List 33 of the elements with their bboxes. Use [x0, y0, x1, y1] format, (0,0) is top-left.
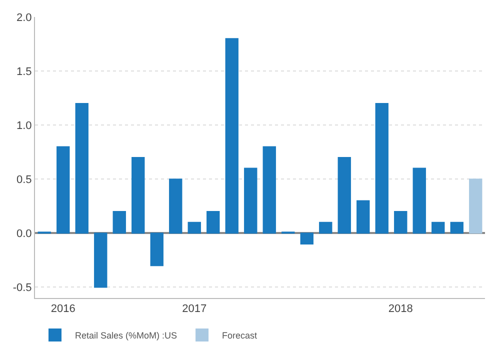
bar [469, 178, 482, 234]
legend-label: Forecast [222, 330, 258, 340]
bar [432, 222, 445, 234]
bar [94, 232, 108, 288]
y-tick-label: 0.0 [16, 228, 32, 240]
bar [300, 232, 314, 244]
bar [206, 211, 220, 234]
bar [188, 222, 201, 234]
x-tick-label: 2018 [388, 303, 413, 316]
y-tick-label: 1.5 [16, 66, 32, 78]
bar [338, 157, 351, 234]
bar [356, 200, 370, 234]
bar [450, 222, 464, 234]
y-tick-label: 2.0 [16, 12, 32, 24]
y-tick-label: 0.5 [16, 174, 32, 186]
x-tick-label: 2016 [50, 303, 76, 316]
bar [375, 102, 388, 234]
bar [262, 146, 276, 234]
bar [169, 178, 182, 234]
bar [319, 222, 332, 234]
bar [225, 38, 238, 234]
bar [412, 168, 426, 234]
bar [132, 157, 145, 234]
x-tick-label: 2017 [182, 303, 207, 316]
bar [75, 102, 88, 234]
bar [150, 232, 164, 266]
legend-label: Retail Sales (%MoM) :US [75, 330, 178, 340]
bar [112, 211, 126, 234]
bar [244, 168, 258, 234]
y-tick-label: 1.0 [16, 120, 32, 132]
bar [56, 146, 70, 234]
y-tick-label: -0.5 [12, 282, 32, 294]
bar [394, 211, 408, 234]
